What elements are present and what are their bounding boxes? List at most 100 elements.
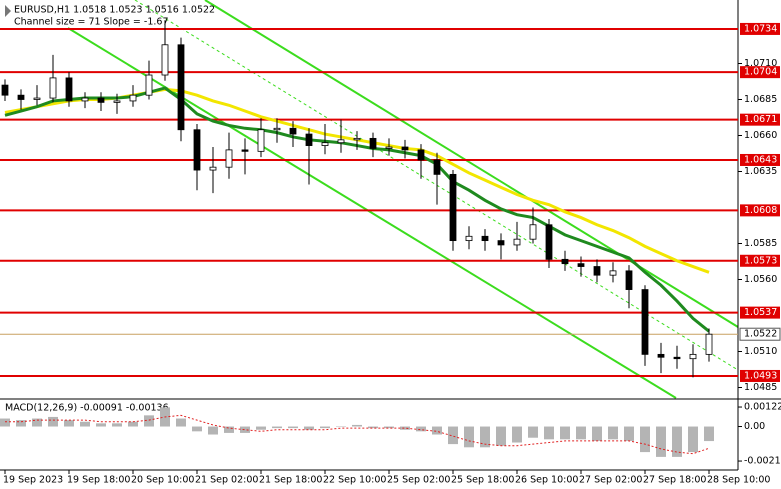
level-label-box bbox=[740, 369, 780, 382]
level-label-box bbox=[740, 254, 780, 267]
macd-bar bbox=[576, 426, 586, 440]
candle-body bbox=[625, 270, 633, 290]
macd-bar bbox=[480, 426, 490, 448]
level-label-box bbox=[740, 153, 780, 166]
collapse-icon bbox=[5, 5, 11, 17]
x-tick-label: 22 Sep 10:00 bbox=[323, 475, 386, 486]
candle-body bbox=[593, 266, 601, 276]
macd-bar bbox=[96, 423, 106, 427]
level-label: 1.0734 bbox=[744, 23, 777, 34]
macd-bar bbox=[608, 426, 618, 440]
macd-bar bbox=[368, 426, 378, 429]
x-tick-label: 21 Sep 18:00 bbox=[259, 475, 322, 486]
macd-bar bbox=[640, 426, 650, 453]
chart-title: EURUSD,H1 1.0518 1.0523 1.0516 1.0522 bbox=[14, 5, 215, 16]
candle-body bbox=[289, 127, 297, 135]
macd-bar bbox=[304, 426, 314, 430]
candle-body bbox=[209, 166, 217, 171]
y-tick-label: 1.0585 bbox=[744, 238, 777, 249]
x-tick-label: 25 Sep 18:00 bbox=[451, 475, 514, 486]
macd-bar bbox=[464, 426, 474, 448]
candle-body bbox=[273, 127, 281, 131]
candle-body bbox=[641, 289, 649, 355]
macd-bar bbox=[224, 426, 234, 433]
x-tick-label: 27 Sep 02:00 bbox=[579, 475, 642, 486]
candle-body bbox=[177, 44, 185, 131]
macd-signal bbox=[5, 414, 710, 455]
macd-bar bbox=[256, 426, 266, 430]
macd-bar bbox=[32, 418, 42, 427]
candle-body bbox=[193, 129, 201, 171]
macd-bar bbox=[112, 423, 122, 427]
candle-body bbox=[673, 356, 681, 360]
x-tick-label: 28 Sep 10:00 bbox=[707, 475, 770, 486]
macd-bar bbox=[336, 426, 346, 428]
candle-body bbox=[401, 146, 409, 151]
macd-bar bbox=[672, 426, 682, 457]
candle-body bbox=[689, 353, 697, 360]
macd-bar bbox=[512, 426, 522, 443]
candle-body bbox=[321, 142, 329, 146]
channel-mid-line bbox=[134, 0, 739, 371]
macd-bar bbox=[320, 426, 330, 429]
candle-body bbox=[97, 97, 105, 103]
candle-body bbox=[385, 146, 393, 149]
candle-body bbox=[417, 149, 425, 161]
candle-body bbox=[81, 97, 89, 102]
macd-bar bbox=[624, 426, 634, 441]
y-tick-label: 0.00122 bbox=[744, 402, 781, 413]
candle-body bbox=[513, 238, 521, 246]
macd-bar bbox=[656, 426, 666, 457]
level-label-box bbox=[740, 113, 780, 126]
macd-bar bbox=[544, 426, 554, 440]
macd-bar bbox=[560, 426, 570, 440]
y-tick-label: 1.0560 bbox=[744, 274, 777, 285]
x-tick-label: 27 Sep 18:00 bbox=[643, 475, 706, 486]
candle-body bbox=[705, 333, 713, 355]
candle-body bbox=[449, 173, 457, 242]
candle-body bbox=[433, 159, 441, 175]
macd-bar bbox=[528, 426, 538, 438]
x-tick-label: 19 Sep 2023 bbox=[3, 475, 63, 486]
y-tick-label: -0.00216 bbox=[744, 456, 781, 467]
level-label-box bbox=[740, 66, 780, 79]
macd-bar bbox=[0, 418, 10, 427]
macd-bar bbox=[80, 421, 90, 427]
macd-bar bbox=[592, 426, 602, 441]
candle-body bbox=[113, 100, 121, 103]
candle-body bbox=[529, 224, 537, 240]
channel-line bbox=[204, 0, 739, 328]
candle-body bbox=[65, 77, 73, 102]
macd-bar bbox=[432, 426, 442, 435]
x-tick-label: 20 Sep 10:00 bbox=[131, 475, 194, 486]
macd-bar bbox=[240, 426, 250, 433]
macd-bar bbox=[704, 426, 714, 442]
macd-bar bbox=[288, 426, 298, 429]
level-label: 1.0537 bbox=[744, 307, 777, 318]
candle-body bbox=[1, 84, 9, 96]
x-tick-label: 21 Sep 02:00 bbox=[195, 475, 258, 486]
level-label-box bbox=[740, 22, 780, 35]
candle-body bbox=[561, 258, 569, 265]
macd-bar bbox=[144, 415, 154, 427]
level-label: 1.0704 bbox=[744, 67, 777, 78]
level-label: 1.0573 bbox=[744, 255, 777, 266]
macd-bar bbox=[64, 420, 74, 427]
y-tick-label: 0.00 bbox=[744, 421, 765, 432]
y-tick-label: 1.0660 bbox=[744, 130, 777, 141]
candle-body bbox=[305, 133, 313, 146]
macd-bar bbox=[496, 426, 506, 446]
level-label: 1.0671 bbox=[744, 114, 777, 125]
chart-subtitle: Channel size = 71 Slope = -1.67 bbox=[14, 17, 169, 28]
macd-bar bbox=[16, 420, 26, 427]
level-label: 1.0608 bbox=[744, 205, 777, 216]
candle-body bbox=[337, 139, 345, 144]
macd-bar bbox=[208, 426, 218, 435]
y-tick-label: 1.0485 bbox=[744, 382, 777, 393]
macd-bar bbox=[176, 418, 186, 427]
y-tick-label: 1.0635 bbox=[744, 166, 777, 177]
candle-body bbox=[33, 97, 41, 100]
candle-body bbox=[657, 353, 665, 358]
